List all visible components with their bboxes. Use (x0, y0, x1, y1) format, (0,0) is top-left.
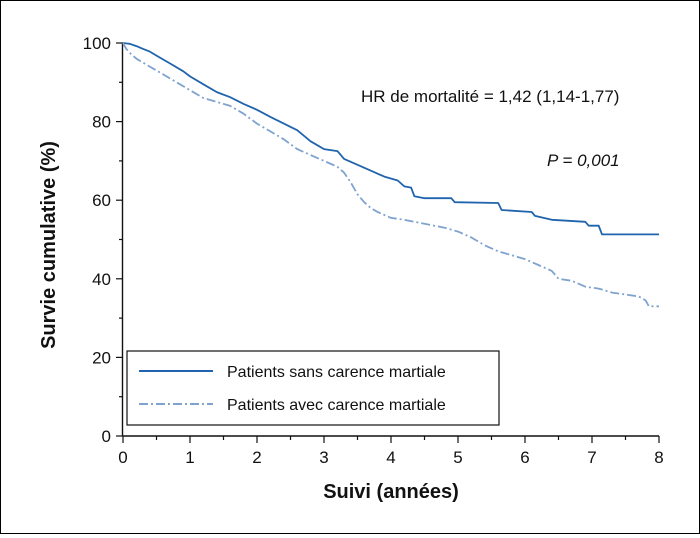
y-tick-label: 40 (92, 270, 111, 289)
x-tick-label: 7 (587, 448, 596, 467)
x-tick-label: 6 (520, 448, 529, 467)
x-tick-label: 4 (386, 448, 395, 467)
x-tick-label: 0 (118, 448, 127, 467)
hr-annotation: HR de mortalité = 1,42 (1,14-1,77) (361, 87, 619, 106)
legend-box (126, 350, 500, 426)
p-value-annotation: P = 0,001 (547, 151, 620, 170)
legend-label-series-1: Patients sans carence martiale (227, 364, 446, 381)
y-tick-label: 60 (92, 191, 111, 210)
x-axis-title: Suivi (années) (323, 481, 459, 503)
x-tick-label: 8 (654, 448, 663, 467)
survival-curve-series-1 (122, 42, 659, 236)
legend: Patients sans carence martiale Patients … (126, 350, 500, 426)
y-tick-label: 0 (102, 427, 111, 446)
y-tick-label: 100 (83, 34, 111, 53)
x-tick-label: 3 (319, 448, 328, 467)
legend-label-series-2: Patients avec carence martiale (227, 397, 446, 414)
x-tick-label: 1 (185, 448, 194, 467)
survival-curve-series-2 (122, 42, 659, 308)
y-axis-title: Survie cumulative (%) (38, 141, 60, 349)
y-tick-label: 80 (92, 113, 111, 132)
x-tick-label: 5 (453, 448, 462, 467)
axes: 0 20 40 60 80 100 0 1 2 3 4 5 6 7 8 (83, 34, 664, 467)
x-tick-label: 2 (252, 448, 261, 467)
y-tick-label: 20 (92, 348, 111, 367)
survival-curves (122, 42, 659, 308)
